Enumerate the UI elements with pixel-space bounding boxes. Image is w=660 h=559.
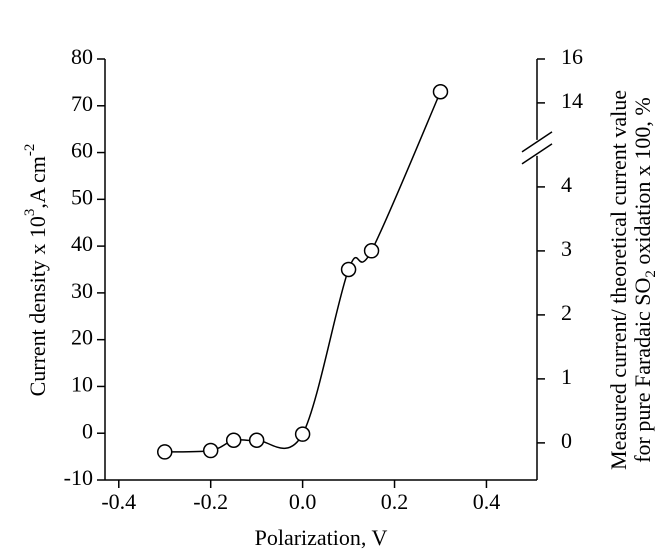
data-point: [340, 261, 357, 278]
y-tick-label: -10: [64, 465, 93, 490]
y2-tick-label: 3: [561, 236, 572, 261]
y-tick-label: 50: [71, 184, 93, 209]
y-tick-label: 60: [71, 138, 93, 163]
x-tick-label: -0.2: [193, 489, 228, 514]
data-point: [432, 83, 449, 100]
data-point: [363, 243, 380, 259]
y-axis-title: Current density x 103,A cm-2: [22, 144, 50, 397]
data-point: [202, 442, 219, 459]
data-point: [294, 426, 311, 442]
data-line: [164, 91, 442, 453]
y-tick-label: 70: [71, 91, 93, 116]
x-tick-label: 0.0: [289, 489, 317, 514]
y-tick-label: 40: [71, 231, 93, 256]
data-point: [248, 432, 265, 448]
y-tick-label: 0: [82, 418, 93, 443]
y2-tick-label: 16: [561, 44, 583, 69]
y-tick-label: 30: [71, 278, 93, 303]
x-axis-title: Polarization, V: [255, 525, 388, 550]
y2-axis-title: for pure Faradaic SO2 oxidation x 100, %: [630, 97, 659, 463]
y2-tick-label: 4: [561, 172, 572, 197]
y2-tick-label: 2: [561, 300, 572, 325]
y-tick-label: 10: [71, 371, 93, 396]
x-tick-label: 0.2: [381, 489, 409, 514]
data-point: [156, 444, 173, 460]
axis-break: [521, 131, 553, 153]
y2-tick-label: 1: [561, 364, 572, 389]
axis-break: [521, 143, 553, 165]
y-tick-label: 80: [71, 44, 93, 69]
x-tick-label: -0.4: [101, 489, 136, 514]
data-point: [225, 432, 242, 448]
x-tick-label: 0.4: [473, 489, 501, 514]
y2-tick-label: 0: [561, 428, 572, 453]
y2-tick-label: 14: [561, 88, 583, 113]
y2-axis-title: Measured current/ theoretical current va…: [606, 90, 631, 470]
y-tick-label: 20: [71, 325, 93, 350]
